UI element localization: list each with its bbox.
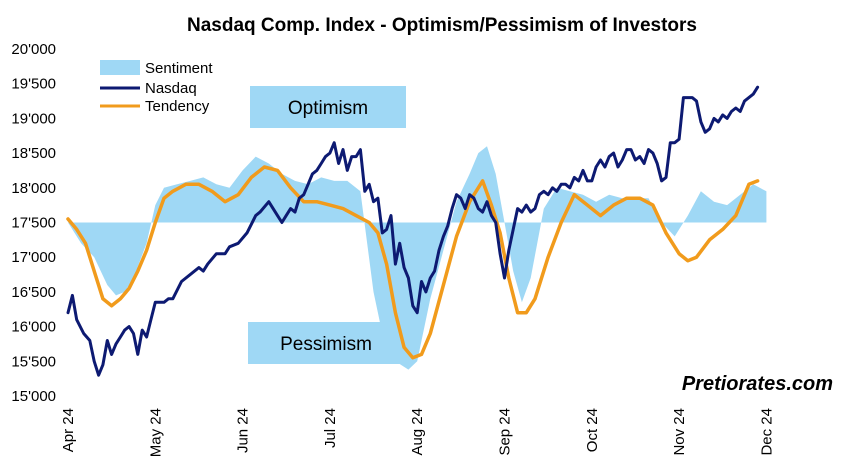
pessimism-box	[248, 322, 405, 364]
x-tick-label: Oct 24	[584, 408, 601, 452]
x-tick-label: Aug 24	[409, 408, 426, 456]
y-tick-label: 16'000	[11, 319, 56, 336]
x-axis: Apr 24 May 24 Jun 24 Jul 24 Aug 24 Sep 24 Oct …	[60, 408, 775, 457]
lines-layer	[66, 85, 760, 377]
optimism-label: Optimism	[288, 98, 368, 119]
x-tick-label: Jun 24	[235, 408, 252, 453]
y-tick-label: 19'000	[11, 110, 56, 127]
y-tick-label: 20'000	[11, 41, 56, 58]
y-tick-label: 17'500	[11, 215, 56, 232]
x-tick-label: Nov 24	[671, 408, 688, 456]
y-tick-label: 18'500	[11, 145, 56, 162]
y-tick-label: 19'500	[11, 76, 56, 93]
x-tick-label: Jul 24	[322, 408, 339, 448]
sentiment-area	[68, 146, 767, 370]
x-tick-label: Dec 24	[758, 408, 775, 456]
legend-label-nasdaq: Nasdaq	[145, 80, 197, 97]
y-tick-label: 16'500	[11, 284, 56, 301]
y-tick-label: 18'000	[11, 180, 56, 197]
legend-label-sentiment: Sentiment	[145, 60, 213, 77]
legend-swatch-sentiment	[100, 60, 140, 75]
legend-label-tendency: Tendency	[145, 98, 210, 115]
x-tick-label: Apr 24	[60, 408, 77, 452]
nasdaq-line	[66, 85, 760, 377]
source-credit: Pretiorates.com	[682, 373, 833, 395]
annotations: Optimism Pessimism	[248, 86, 406, 364]
optimism-box	[250, 86, 406, 128]
y-tick-label: 17'000	[11, 249, 56, 266]
y-axis: 15'000 15'500 16'000 16'500 17'000 17'500 18'0…	[11, 41, 56, 405]
y-tick-label: 15'000	[11, 388, 56, 405]
sentiment-area-layer	[68, 146, 767, 370]
x-tick-label: Sep 24	[497, 408, 514, 456]
x-tick-label: May 24	[147, 408, 164, 457]
pessimism-label: Pessimism	[280, 334, 372, 355]
chart-title: Nasdaq Comp. Index - Optimism/Pessimism …	[187, 15, 697, 36]
tendency-line	[66, 165, 760, 360]
y-tick-label: 15'500	[11, 353, 56, 370]
legend: Sentiment Nasdaq Tendency	[100, 60, 213, 115]
